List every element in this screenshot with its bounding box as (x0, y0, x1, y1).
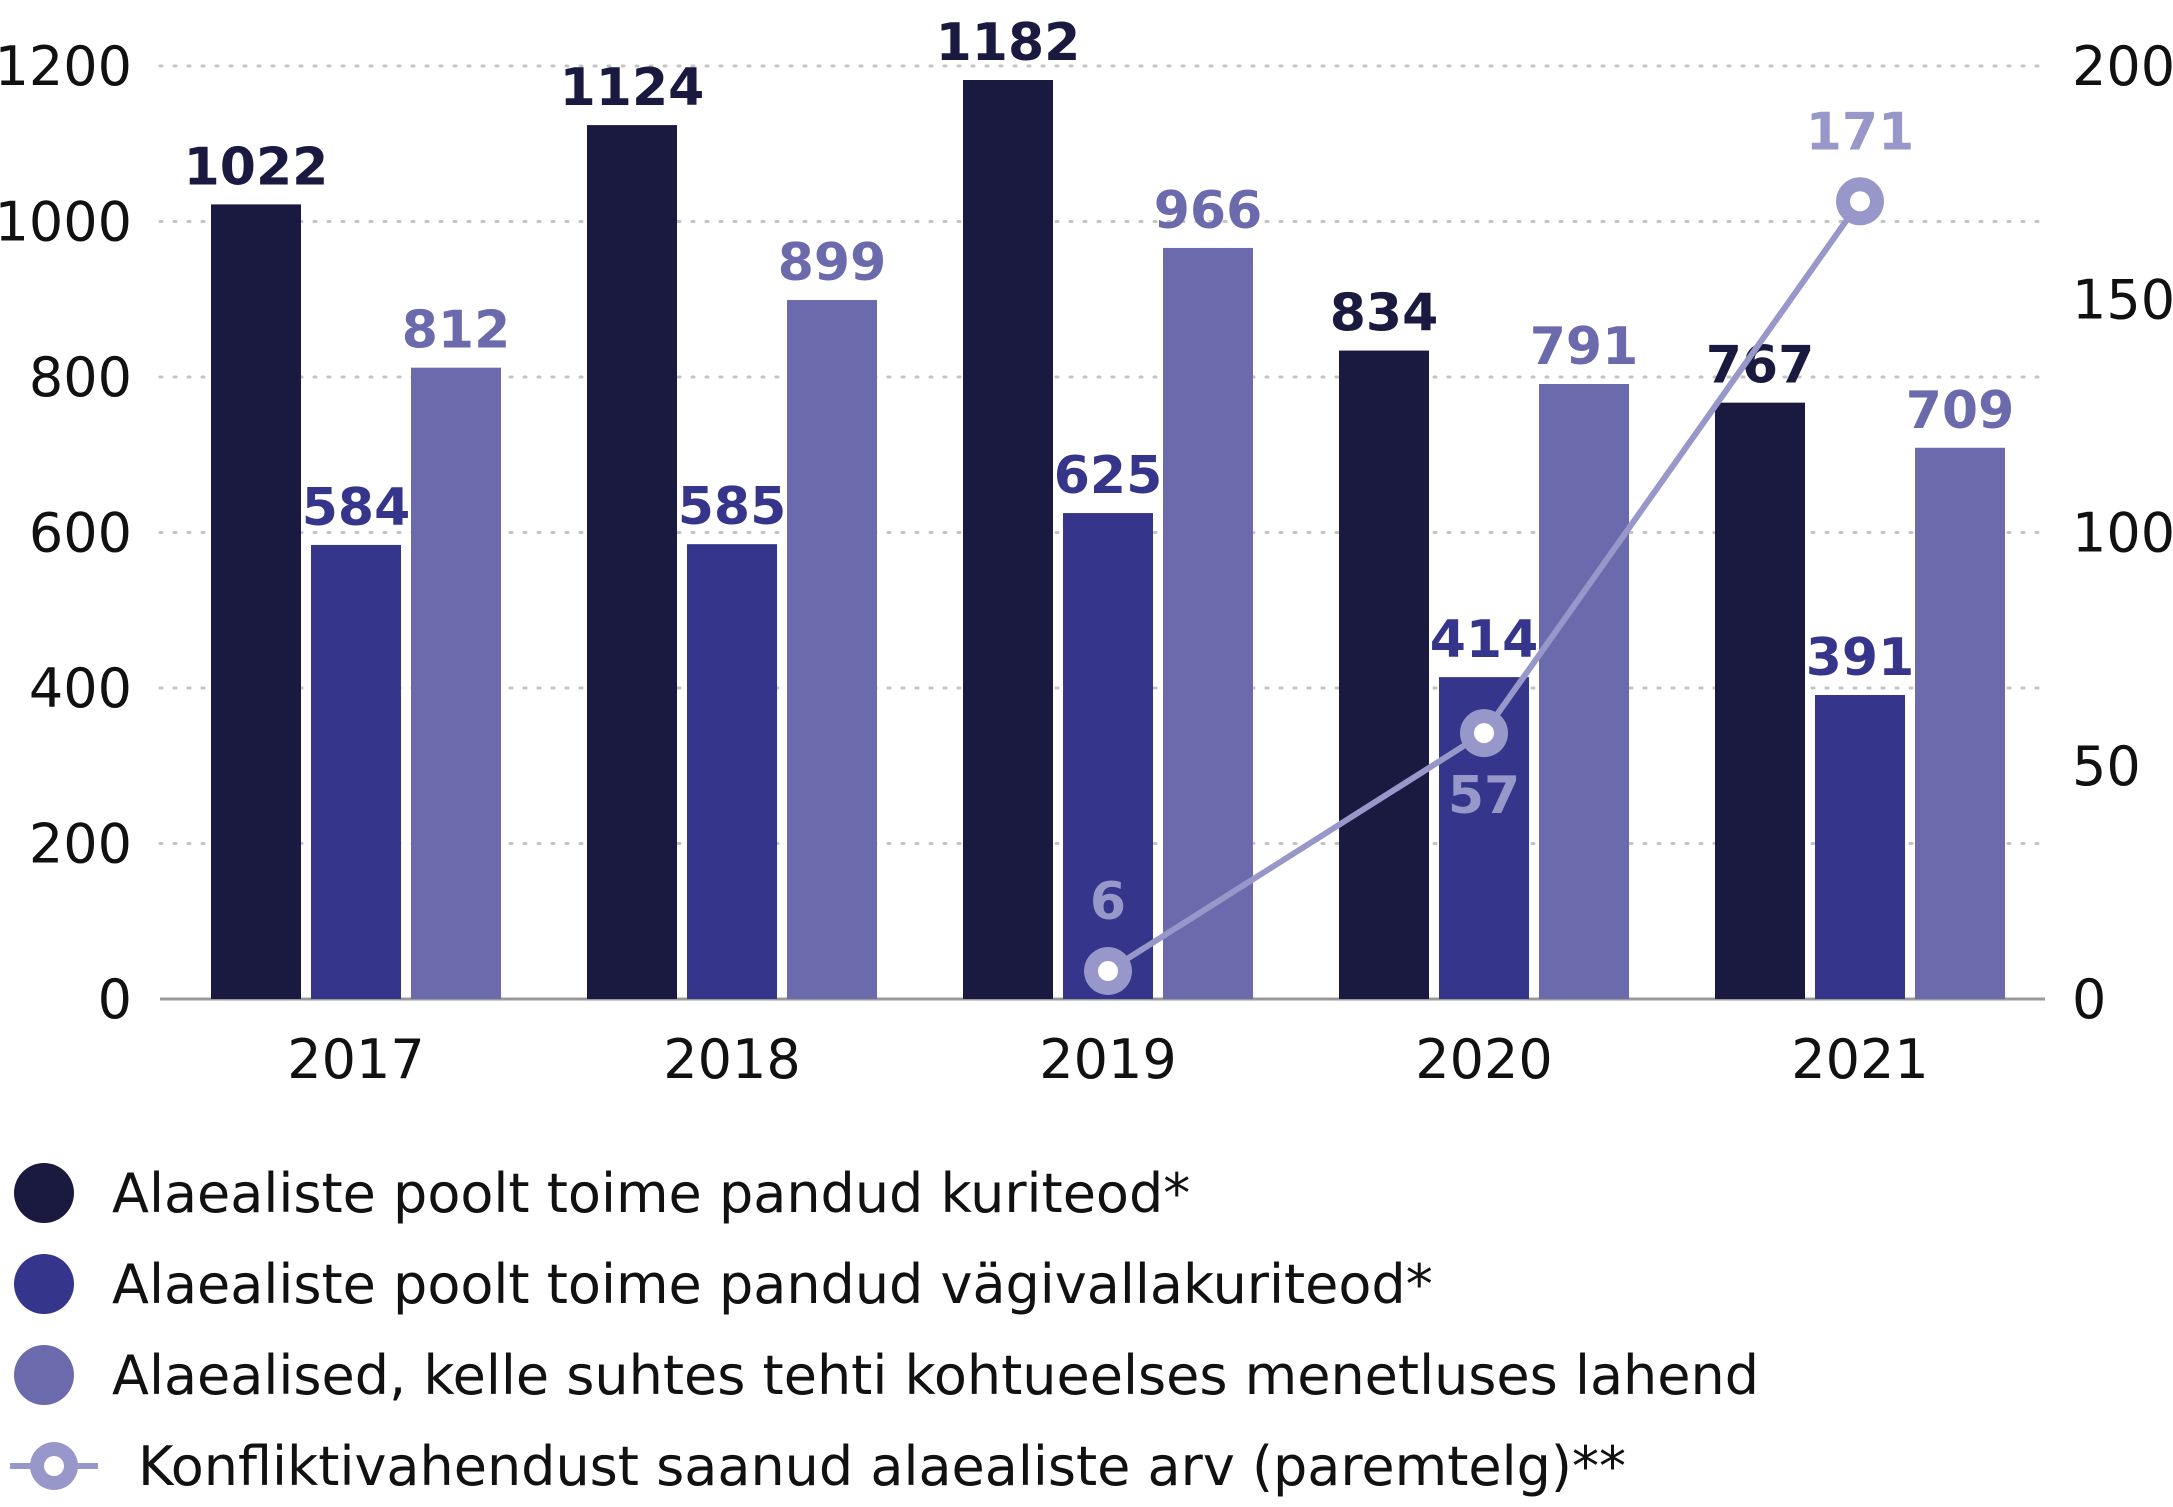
data-label: 584 (302, 478, 411, 538)
data-label: 966 (1154, 181, 1263, 241)
data-label: 1182 (936, 13, 1081, 73)
legend-label: Konfliktivahendust saanud alaealiste arv… (138, 1435, 1626, 1498)
legend-marker (14, 1254, 74, 1314)
bar (687, 544, 777, 999)
bar (1339, 350, 1429, 999)
data-label: 899 (778, 233, 887, 293)
data-label: 414 (1430, 610, 1539, 670)
y-axis-left-tick-label: 1000 (0, 191, 132, 254)
data-label: 1022 (184, 137, 329, 197)
x-axis-tick-label: 2020 (1415, 1028, 1552, 1091)
data-label: 171 (1806, 102, 1915, 162)
data-label: 57 (1448, 766, 1520, 826)
data-label: 391 (1806, 628, 1915, 688)
legend-label: Alaealiste poolt toime pandud vägivallak… (112, 1253, 1433, 1316)
legend-label: Alaealised, kelle suhtes tehti kohtueels… (112, 1344, 1759, 1407)
data-label: 812 (402, 301, 511, 361)
bar (1163, 247, 1253, 999)
line-point-center (1850, 191, 1870, 212)
line-point-center (1098, 961, 1118, 982)
y-axis-right-tick-label: 100 (2072, 502, 2173, 565)
legend-marker (14, 1345, 74, 1405)
x-axis-tick-label: 2018 (663, 1028, 800, 1091)
bar (1539, 383, 1629, 999)
data-label: 834 (1330, 284, 1439, 344)
x-axis-tick-label: 2017 (287, 1028, 424, 1091)
legend-label: Alaealiste poolt toime pandud kuriteod* (112, 1162, 1190, 1225)
legend-marker (14, 1163, 74, 1223)
data-label: 585 (678, 477, 787, 537)
y-axis-right-tick-label: 0 (2072, 968, 2106, 1031)
bar (1063, 513, 1153, 999)
y-axis-left-tick-label: 200 (29, 813, 132, 876)
data-label: 625 (1054, 446, 1163, 506)
y-axis-right-tick-label: 150 (2072, 268, 2173, 331)
y-axis-left-tick-label: 400 (29, 657, 132, 720)
y-axis-right-tick-label: 50 (2072, 735, 2141, 798)
line-point-center (1474, 723, 1494, 744)
bar (587, 125, 677, 1000)
x-axis-tick-label: 2019 (1039, 1028, 1176, 1091)
bar (311, 544, 401, 999)
data-label: 6 (1090, 872, 1126, 932)
bar (1715, 402, 1805, 1000)
data-label: 709 (1906, 381, 2015, 441)
legend-marker-center (44, 1456, 64, 1476)
x-axis-tick-label: 2021 (1791, 1028, 1928, 1091)
y-axis-left-tick-label: 0 (98, 968, 132, 1031)
y-axis-right-tick-label: 200 (2072, 35, 2173, 98)
y-axis-left-tick-label: 800 (29, 346, 132, 409)
bar (1815, 694, 1905, 999)
data-label: 791 (1530, 317, 1639, 377)
y-axis-left-tick-label: 600 (29, 502, 132, 565)
bar (411, 367, 501, 999)
bar (211, 204, 301, 999)
bar (1915, 447, 2005, 999)
bar (787, 300, 877, 1000)
bar (963, 79, 1053, 1000)
y-axis-left-tick-label: 1200 (0, 35, 132, 98)
data-label: 1124 (560, 58, 705, 118)
